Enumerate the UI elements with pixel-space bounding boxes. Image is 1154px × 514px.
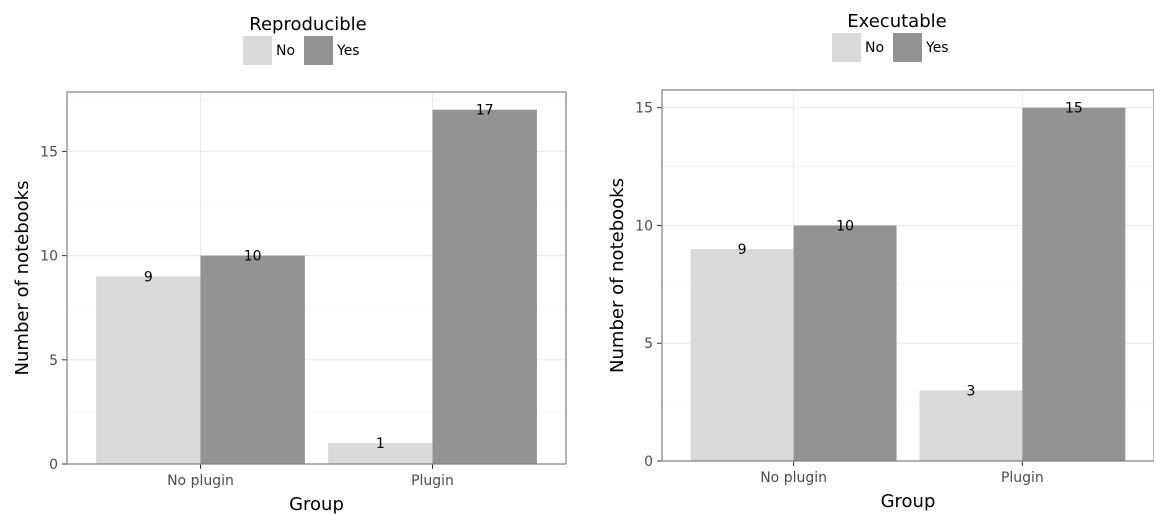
legend-title: Executable bbox=[847, 11, 946, 32]
bar-value-label: 3 bbox=[966, 383, 975, 399]
y-tick-label: 0 bbox=[644, 454, 653, 470]
x-axis-title: Group bbox=[289, 494, 344, 514]
bar-value-label: 10 bbox=[836, 218, 854, 234]
legend-key-no bbox=[243, 36, 272, 65]
chart-panel-1: 0 5 10 15 No plugin Plugin 9 10 1 17 Group Number o… bbox=[12, 14, 567, 514]
y-axis-title: Number of notebooks bbox=[12, 181, 33, 376]
plot-border bbox=[66, 91, 567, 465]
x-tick-label: Plugin bbox=[411, 473, 454, 489]
x-tick-label: Plugin bbox=[1001, 470, 1044, 486]
bar-value-label: 9 bbox=[738, 242, 747, 258]
bar-value-label: 17 bbox=[476, 103, 494, 119]
y-tick-label: 5 bbox=[49, 353, 58, 369]
y-tick-label: 10 bbox=[40, 249, 58, 265]
bar-yes-2 bbox=[1022, 107, 1126, 462]
bar-value-label: 9 bbox=[144, 269, 153, 285]
y-tick-label: 0 bbox=[49, 457, 58, 473]
y-tick-label: 15 bbox=[40, 144, 58, 160]
legend: Reproducible No Yes bbox=[243, 14, 367, 65]
y-tick-label: 15 bbox=[635, 101, 653, 117]
bar-yes-1 bbox=[793, 225, 897, 461]
bar-yes-2 bbox=[432, 109, 537, 464]
x-tick-label: No plugin bbox=[167, 473, 234, 489]
bar-yes-1 bbox=[200, 255, 305, 464]
bar-value-label: 15 bbox=[1065, 101, 1083, 117]
legend-label-yes: Yes bbox=[336, 43, 360, 59]
y-tick-label: 5 bbox=[644, 336, 653, 352]
legend-key-no bbox=[832, 33, 861, 62]
bar-no-1 bbox=[96, 276, 201, 464]
legend-key-yes bbox=[304, 36, 333, 65]
legend-key-yes bbox=[893, 33, 922, 62]
legend-title: Reproducible bbox=[249, 14, 366, 35]
legend-label-yes: Yes bbox=[925, 40, 949, 56]
legend: Executable No Yes bbox=[832, 11, 949, 62]
bar-value-label: 10 bbox=[244, 249, 262, 265]
y-axis-title: Number of notebooks bbox=[607, 178, 628, 373]
bar-no-2 bbox=[328, 443, 433, 464]
legend-label-no: No bbox=[276, 43, 295, 59]
bar-no-1 bbox=[690, 249, 794, 461]
x-tick-label: No plugin bbox=[760, 470, 827, 486]
x-axis-title: Group bbox=[881, 491, 936, 512]
legend-label-no: No bbox=[865, 40, 884, 56]
plot-border bbox=[661, 89, 1154, 462]
bar-no-2 bbox=[919, 390, 1023, 461]
bar-value-label: 1 bbox=[376, 436, 385, 452]
y-tick-label: 10 bbox=[635, 218, 653, 234]
chart-panel-2: 0 5 10 15 No plugin Plugin 9 10 3 15 Group Number o… bbox=[607, 11, 1154, 512]
